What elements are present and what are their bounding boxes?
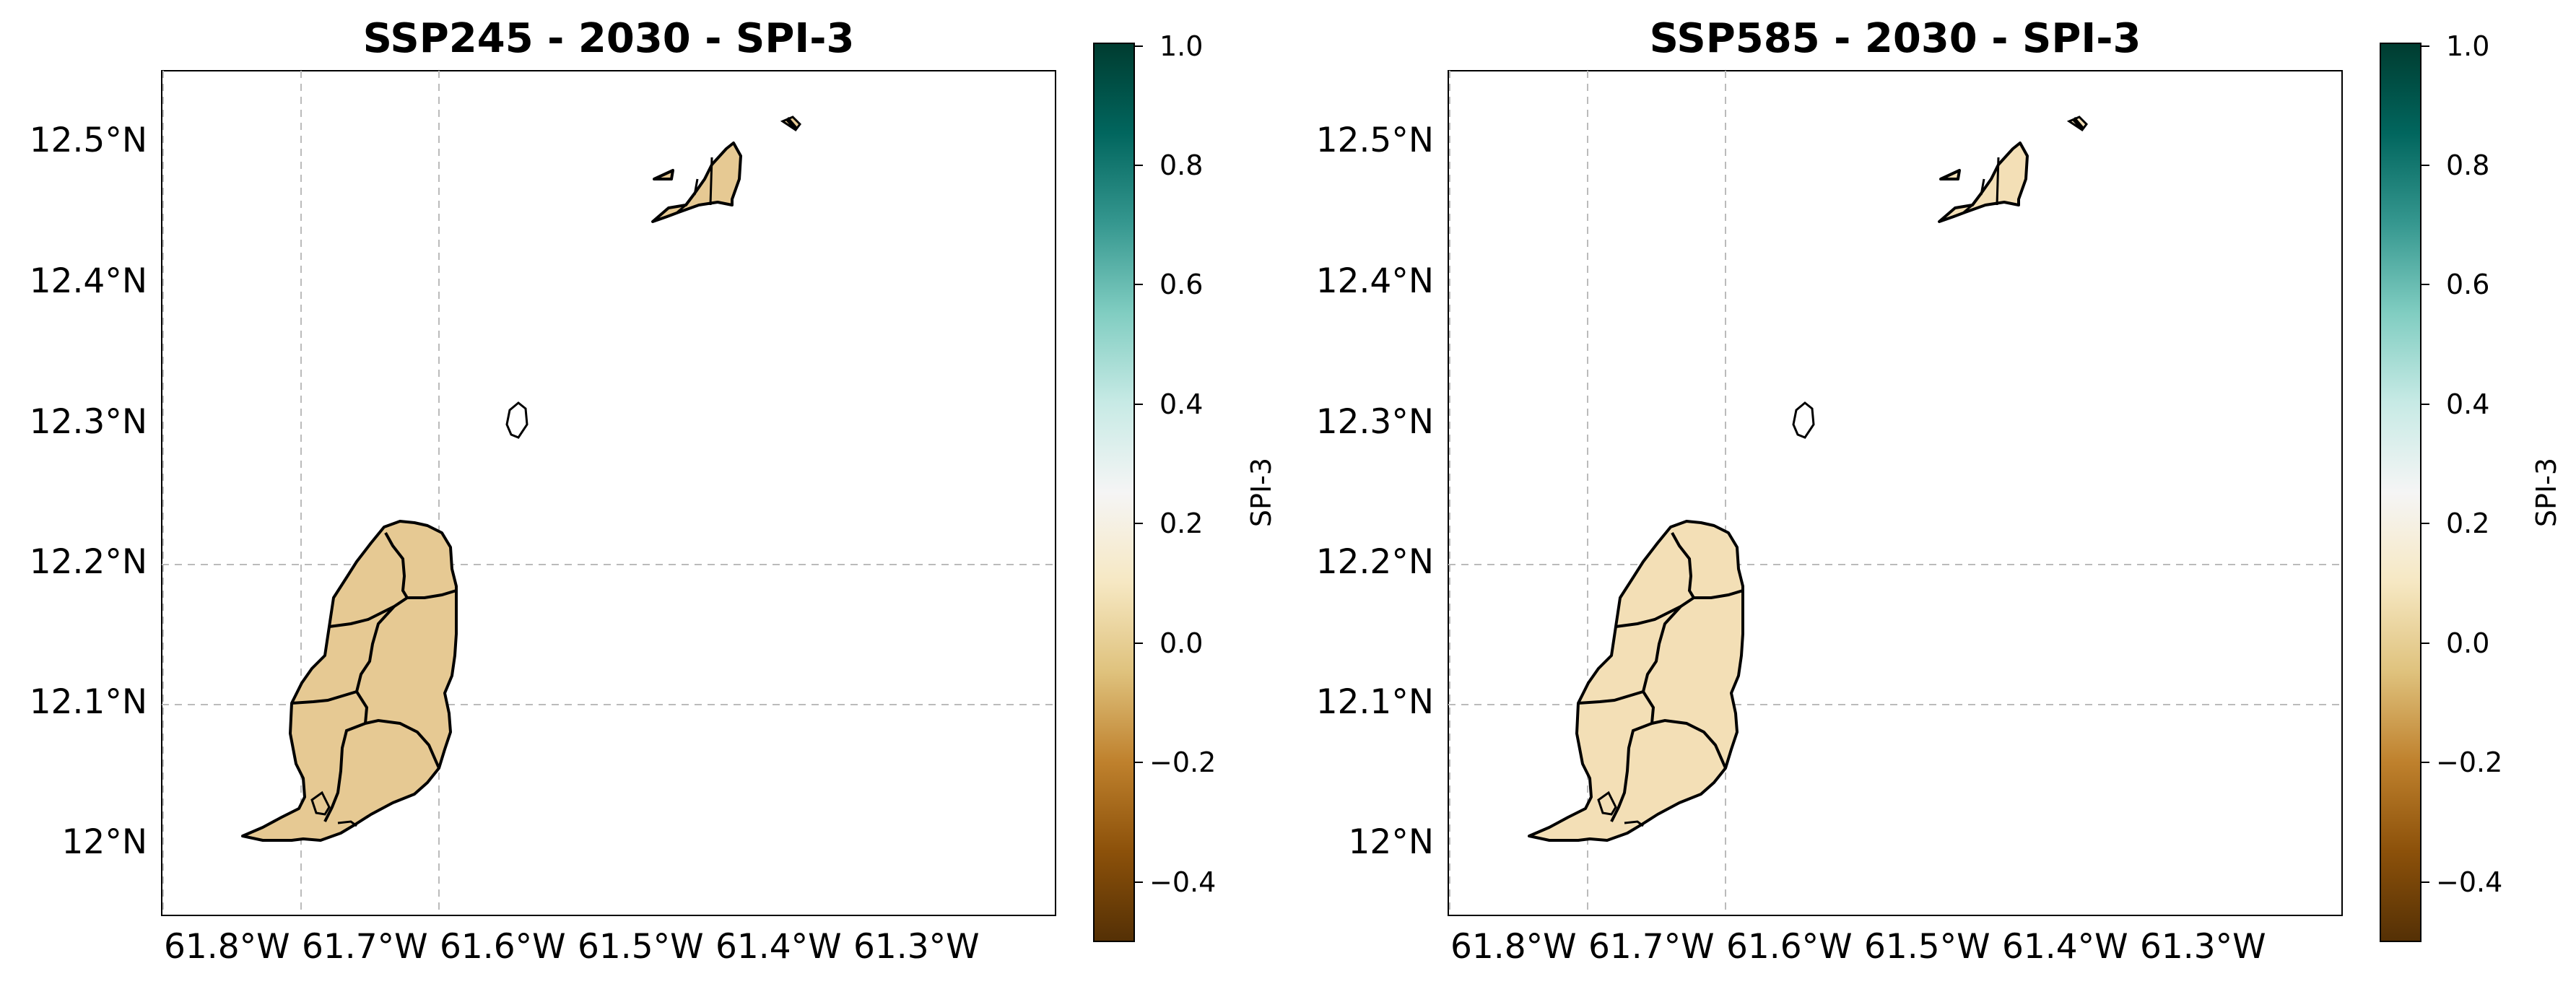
colorbar-tick: 1.0 <box>1159 30 1203 62</box>
latitude-ticks: 12.5°N 12.4°N 12.3°N 12.2°N 12.1°N 12°N <box>1316 121 1434 862</box>
lon-tick: 61.5°W <box>1864 927 1990 967</box>
lon-tick: 61.3°W <box>853 927 980 967</box>
lat-tick: 12.3°N <box>1316 402 1434 442</box>
colorbar-tick: 0.2 <box>2446 508 2489 539</box>
colorbar-tick: −0.4 <box>2436 866 2502 898</box>
longitude-ticks: 61.8°W 61.7°W 61.6°W 61.5°W 61.4°W 61.3°… <box>1450 927 2266 967</box>
lon-tick: 61.7°W <box>302 927 428 967</box>
colorbar-tick: 0.0 <box>2446 627 2489 659</box>
lon-tick: 61.6°W <box>1726 927 1853 967</box>
colorbar-tick: 0.6 <box>2446 269 2489 300</box>
panel-ssp585: SSP585 - 2030 - SPI-3 12.5°N 12.4°N 12.3… <box>1316 15 2562 967</box>
lon-tick: 61.8°W <box>1450 927 1577 967</box>
lon-tick: 61.6°W <box>440 927 566 967</box>
lon-tick: 61.7°W <box>1588 927 1715 967</box>
lon-tick: 61.4°W <box>715 927 842 967</box>
lat-tick: 12.5°N <box>1316 121 1434 160</box>
panel-title: SSP585 - 2030 - SPI-3 <box>1650 15 2141 62</box>
lat-tick: 12°N <box>1349 822 1434 862</box>
lat-tick: 12.1°N <box>1316 682 1434 722</box>
panel-title: SSP245 - 2030 - SPI-3 <box>363 15 855 62</box>
colorbar-tick: 1.0 <box>2446 30 2489 62</box>
colorbar: 1.0 0.8 0.6 0.4 0.2 0.0 −0.2 −0.4 SPI-3 <box>2380 30 2562 942</box>
colorbar-tick: 0.4 <box>1159 388 1203 420</box>
colorbar-tick: 0.8 <box>1159 149 1203 181</box>
map-axes <box>161 70 1056 916</box>
colorbar-tick: 0.4 <box>2446 388 2489 420</box>
colorbar-tick: 0.8 <box>2446 149 2489 181</box>
colorbar-tick: −0.4 <box>1149 866 1216 898</box>
colorbar-tick: −0.2 <box>1149 746 1216 778</box>
map-axes <box>1448 70 2343 916</box>
longitude-ticks: 61.8°W 61.7°W 61.6°W 61.5°W 61.4°W 61.3°… <box>164 927 980 967</box>
lat-tick: 12°N <box>62 822 147 862</box>
colorbar-tick: 0.0 <box>1159 627 1203 659</box>
lat-tick: 12.2°N <box>30 542 147 582</box>
colorbar-label: SPI-3 <box>1245 458 1277 527</box>
colorbar-tick: −0.2 <box>2436 746 2502 778</box>
colorbar-gradient <box>2380 43 2421 942</box>
colorbar-gradient <box>1093 43 1135 942</box>
lon-tick: 61.5°W <box>578 927 704 967</box>
lat-tick: 12.3°N <box>30 402 147 442</box>
lat-tick: 12.5°N <box>30 121 147 160</box>
lat-tick: 12.1°N <box>30 682 147 722</box>
lon-tick: 61.4°W <box>2002 927 2128 967</box>
latitude-ticks: 12.5°N 12.4°N 12.3°N 12.2°N 12.1°N 12°N <box>30 121 147 862</box>
lat-tick: 12.2°N <box>1316 542 1434 582</box>
lon-tick: 61.3°W <box>2140 927 2266 967</box>
panel-ssp245: SSP245 - 2030 - SPI-3 12.5°N 12.4°N 12.3… <box>30 15 1277 967</box>
colorbar-tick: 0.2 <box>1159 508 1203 539</box>
lon-tick: 61.8°W <box>164 927 290 967</box>
colorbar: 1.0 0.8 0.6 0.4 0.2 0.0 −0.2 −0.4 SPI-3 <box>1093 30 1277 942</box>
colorbar-tick: 0.6 <box>1159 269 1203 300</box>
lat-tick: 12.4°N <box>1316 261 1434 301</box>
lat-tick: 12.4°N <box>30 261 147 301</box>
colorbar-label: SPI-3 <box>2531 458 2562 527</box>
